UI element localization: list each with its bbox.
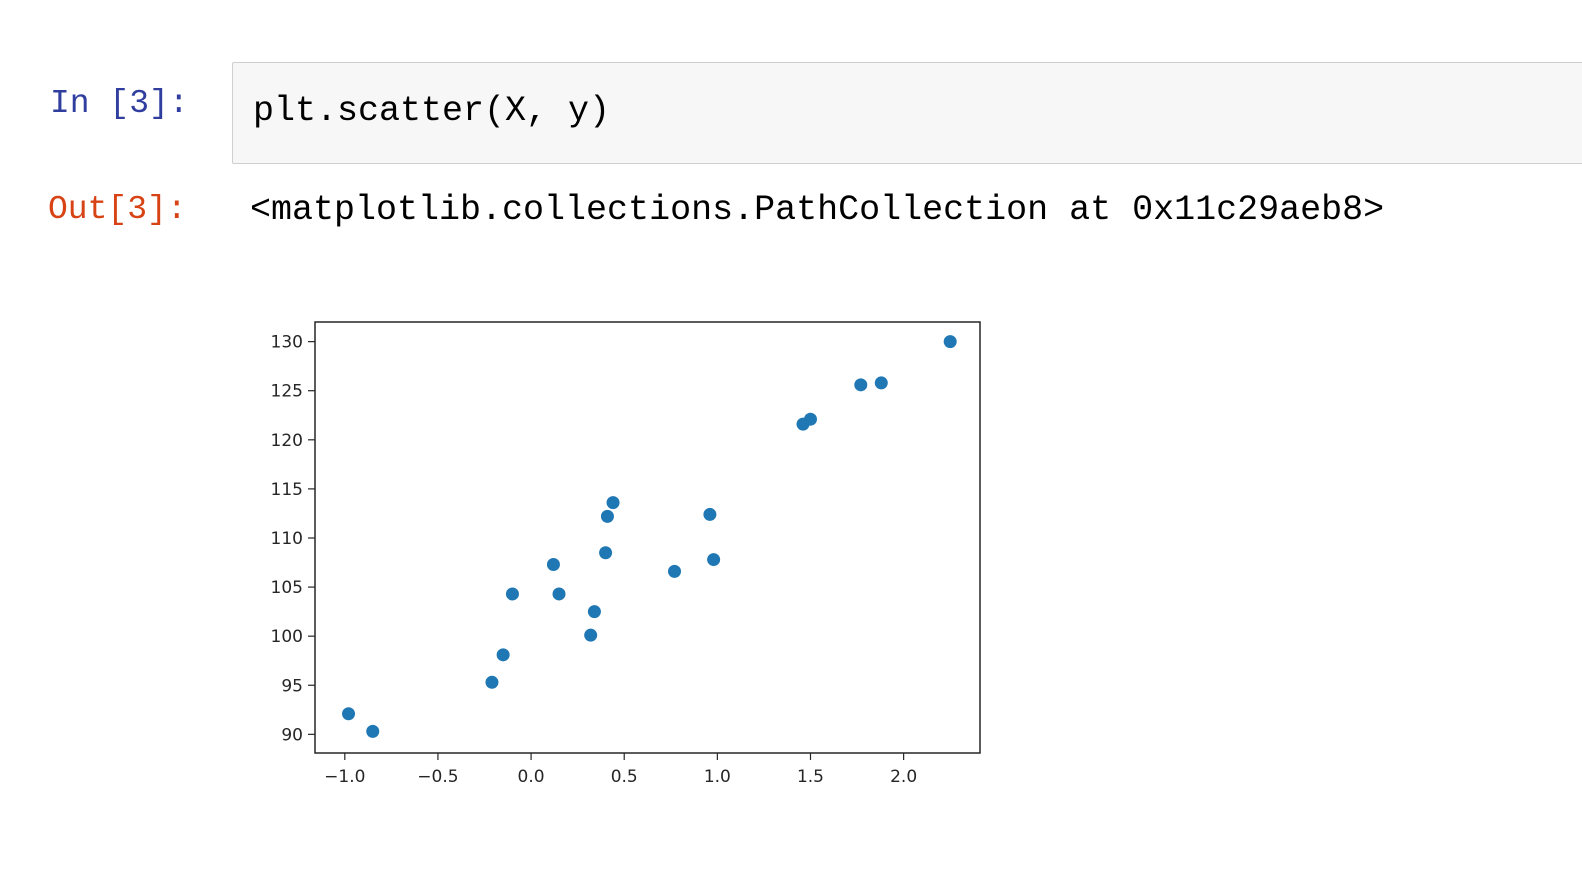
- x-tick-label: −1.0: [324, 767, 365, 787]
- x-tick-label: 2.0: [890, 767, 917, 787]
- scatter-point: [803, 412, 817, 426]
- scatter-point: [703, 507, 717, 521]
- input-prompt: In [3]:: [50, 85, 189, 122]
- y-tick-label: 125: [271, 382, 303, 402]
- y-tick-label: 115: [271, 480, 303, 500]
- y-tick-label: 130: [271, 333, 303, 353]
- scatter-point: [606, 496, 620, 510]
- output-prompt: Out[3]:: [48, 191, 187, 228]
- scatter-point: [505, 587, 519, 601]
- scatter-point: [552, 587, 566, 601]
- scatter-point: [599, 546, 613, 560]
- scatter-point: [496, 648, 510, 662]
- scatter-point: [707, 553, 721, 567]
- x-tick-label: 0.0: [518, 767, 545, 787]
- scatter-point: [485, 675, 499, 689]
- y-axis-ticks: 90 95 100 105 110 115 120 125 130: [271, 333, 315, 745]
- scatter-point: [587, 605, 601, 619]
- scatter-point: [584, 628, 598, 642]
- scatter-point: [366, 724, 380, 738]
- scatter-point: [943, 335, 957, 349]
- scatter-point: [342, 707, 356, 721]
- x-tick-label: 1.0: [704, 767, 731, 787]
- x-tick-label: 1.5: [797, 767, 824, 787]
- y-tick-label: 105: [271, 578, 303, 598]
- code-line[interactable]: plt.scatter(X, y): [253, 91, 611, 131]
- y-tick-label: 95: [281, 676, 303, 696]
- x-tick-label: −0.5: [417, 767, 458, 787]
- y-tick-label: 90: [281, 725, 303, 745]
- scatter-point: [854, 378, 868, 392]
- scatter-point: [874, 376, 888, 390]
- scatter-point: [668, 564, 682, 578]
- y-tick-label: 120: [271, 431, 303, 451]
- y-tick-label: 100: [271, 627, 303, 647]
- output-repr: <matplotlib.collections.PathCollection a…: [250, 190, 1385, 230]
- x-axis-ticks: −1.0 −0.5 0.0 0.5 1.0 1.5 2.0: [324, 753, 917, 787]
- code-input-area[interactable]: plt.scatter(X, y): [232, 62, 1582, 164]
- scatter-point: [546, 557, 560, 571]
- x-tick-label: 0.5: [611, 767, 638, 787]
- y-tick-label: 110: [271, 529, 303, 549]
- scatter-point: [600, 509, 614, 523]
- axes-frame: [314, 321, 981, 754]
- scatter-points: [342, 335, 957, 738]
